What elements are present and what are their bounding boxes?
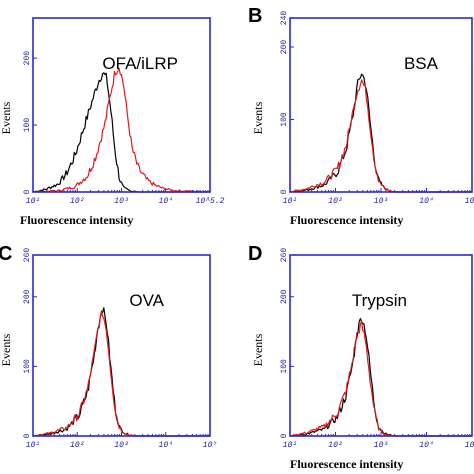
y-tick-label: 200	[280, 40, 289, 55]
plot-frame	[32, 17, 211, 193]
x-tick-label: 10²	[328, 197, 343, 206]
y-tick-label: 0	[280, 433, 289, 438]
x-tick-label: 10¹	[283, 197, 297, 206]
y-tick-label: 0	[23, 433, 32, 438]
x-tick-label: 10²	[70, 441, 85, 450]
x-tick-label: 10⁵	[465, 197, 474, 206]
panel-letter: C	[0, 243, 12, 265]
x-tick-label: 10³	[114, 197, 129, 206]
y-tick-label: 100	[23, 118, 32, 133]
x-tick-label: 10¹	[26, 441, 40, 450]
y-tick-label: 100	[280, 359, 289, 374]
panel-4: 0 100 200 260 10¹ 10² 10³ 10⁴ 10⁵ D Trypsin Fluores…	[248, 243, 474, 471]
panel-3: 0 100 200 260 10¹ 10² 10³ 10⁴ 10⁵ C OVA Events	[0, 243, 217, 450]
histogram-series-1	[32, 307, 210, 437]
x-tick-label: 10²	[70, 197, 85, 206]
panel-letter: D	[248, 243, 262, 265]
y-axis-label: Events	[0, 333, 13, 366]
x-tick-label: 10^5.2	[196, 197, 225, 206]
histogram-series-2	[32, 67, 210, 193]
y-tick-label: 0	[23, 189, 32, 194]
x-axis-label: Fluorescence intensity	[290, 457, 403, 471]
y-tick-label: 240	[280, 11, 289, 26]
histogram-series-1	[32, 72, 210, 193]
x-tick-label: 10⁵	[465, 441, 474, 450]
panel-2: 0 100 200 240 10¹ 10² 10³ 10⁴ 10⁵ B BSA Fluorescenc…	[248, 5, 474, 227]
x-tick-label: 10³	[374, 197, 389, 206]
y-tick-label: 200	[23, 51, 32, 66]
panel-label: BSA	[404, 54, 439, 73]
x-tick-label: 10²	[328, 441, 343, 450]
y-axis-label: Events	[251, 333, 265, 366]
histogram-series-2	[32, 310, 210, 437]
panel-label: Trypsin	[352, 291, 407, 310]
panel-1: 0 100 200 10¹ 10² 10³ 10⁴ 10^5.2 OFA/iLRP Fluores…	[0, 17, 225, 227]
panel-label: OVA	[129, 291, 164, 310]
y-tick-label: 260	[280, 248, 289, 263]
plot-frame	[32, 254, 211, 437]
y-tick-label: 0	[280, 189, 289, 194]
y-tick-label: 200	[23, 289, 32, 304]
y-axis-label: Events	[251, 101, 265, 134]
x-tick-label: 10⁵	[203, 441, 218, 450]
panel-label: OFA/iLRP	[102, 54, 178, 73]
plot-frame	[289, 254, 473, 437]
histogram-series-1	[289, 318, 472, 437]
x-tick-label: 10³	[374, 441, 389, 450]
x-tick-label: 10⁴	[419, 441, 433, 450]
x-axis-label: Fluorescence intensity	[20, 213, 133, 227]
y-tick-label: 260	[23, 248, 32, 263]
y-tick-label: 100	[280, 112, 289, 127]
histogram-series-2	[289, 79, 472, 193]
histogram-series-1	[289, 73, 472, 193]
histogram-series-2	[289, 320, 472, 437]
x-tick-label: 10⁴	[159, 197, 173, 206]
x-tick-label: 10¹	[283, 441, 297, 450]
panel-letter: B	[248, 5, 262, 27]
x-tick-label: 10³	[114, 441, 129, 450]
x-axis-label: Fluorescence intensity	[290, 213, 403, 227]
plot-frame	[289, 17, 473, 193]
y-tick-label: 200	[280, 289, 289, 304]
x-tick-label: 10⁴	[159, 441, 173, 450]
x-tick-label: 10⁴	[419, 197, 433, 206]
y-tick-label: 100	[23, 359, 32, 374]
x-tick-label: 10¹	[26, 197, 40, 206]
y-axis-label: Events	[0, 101, 13, 134]
